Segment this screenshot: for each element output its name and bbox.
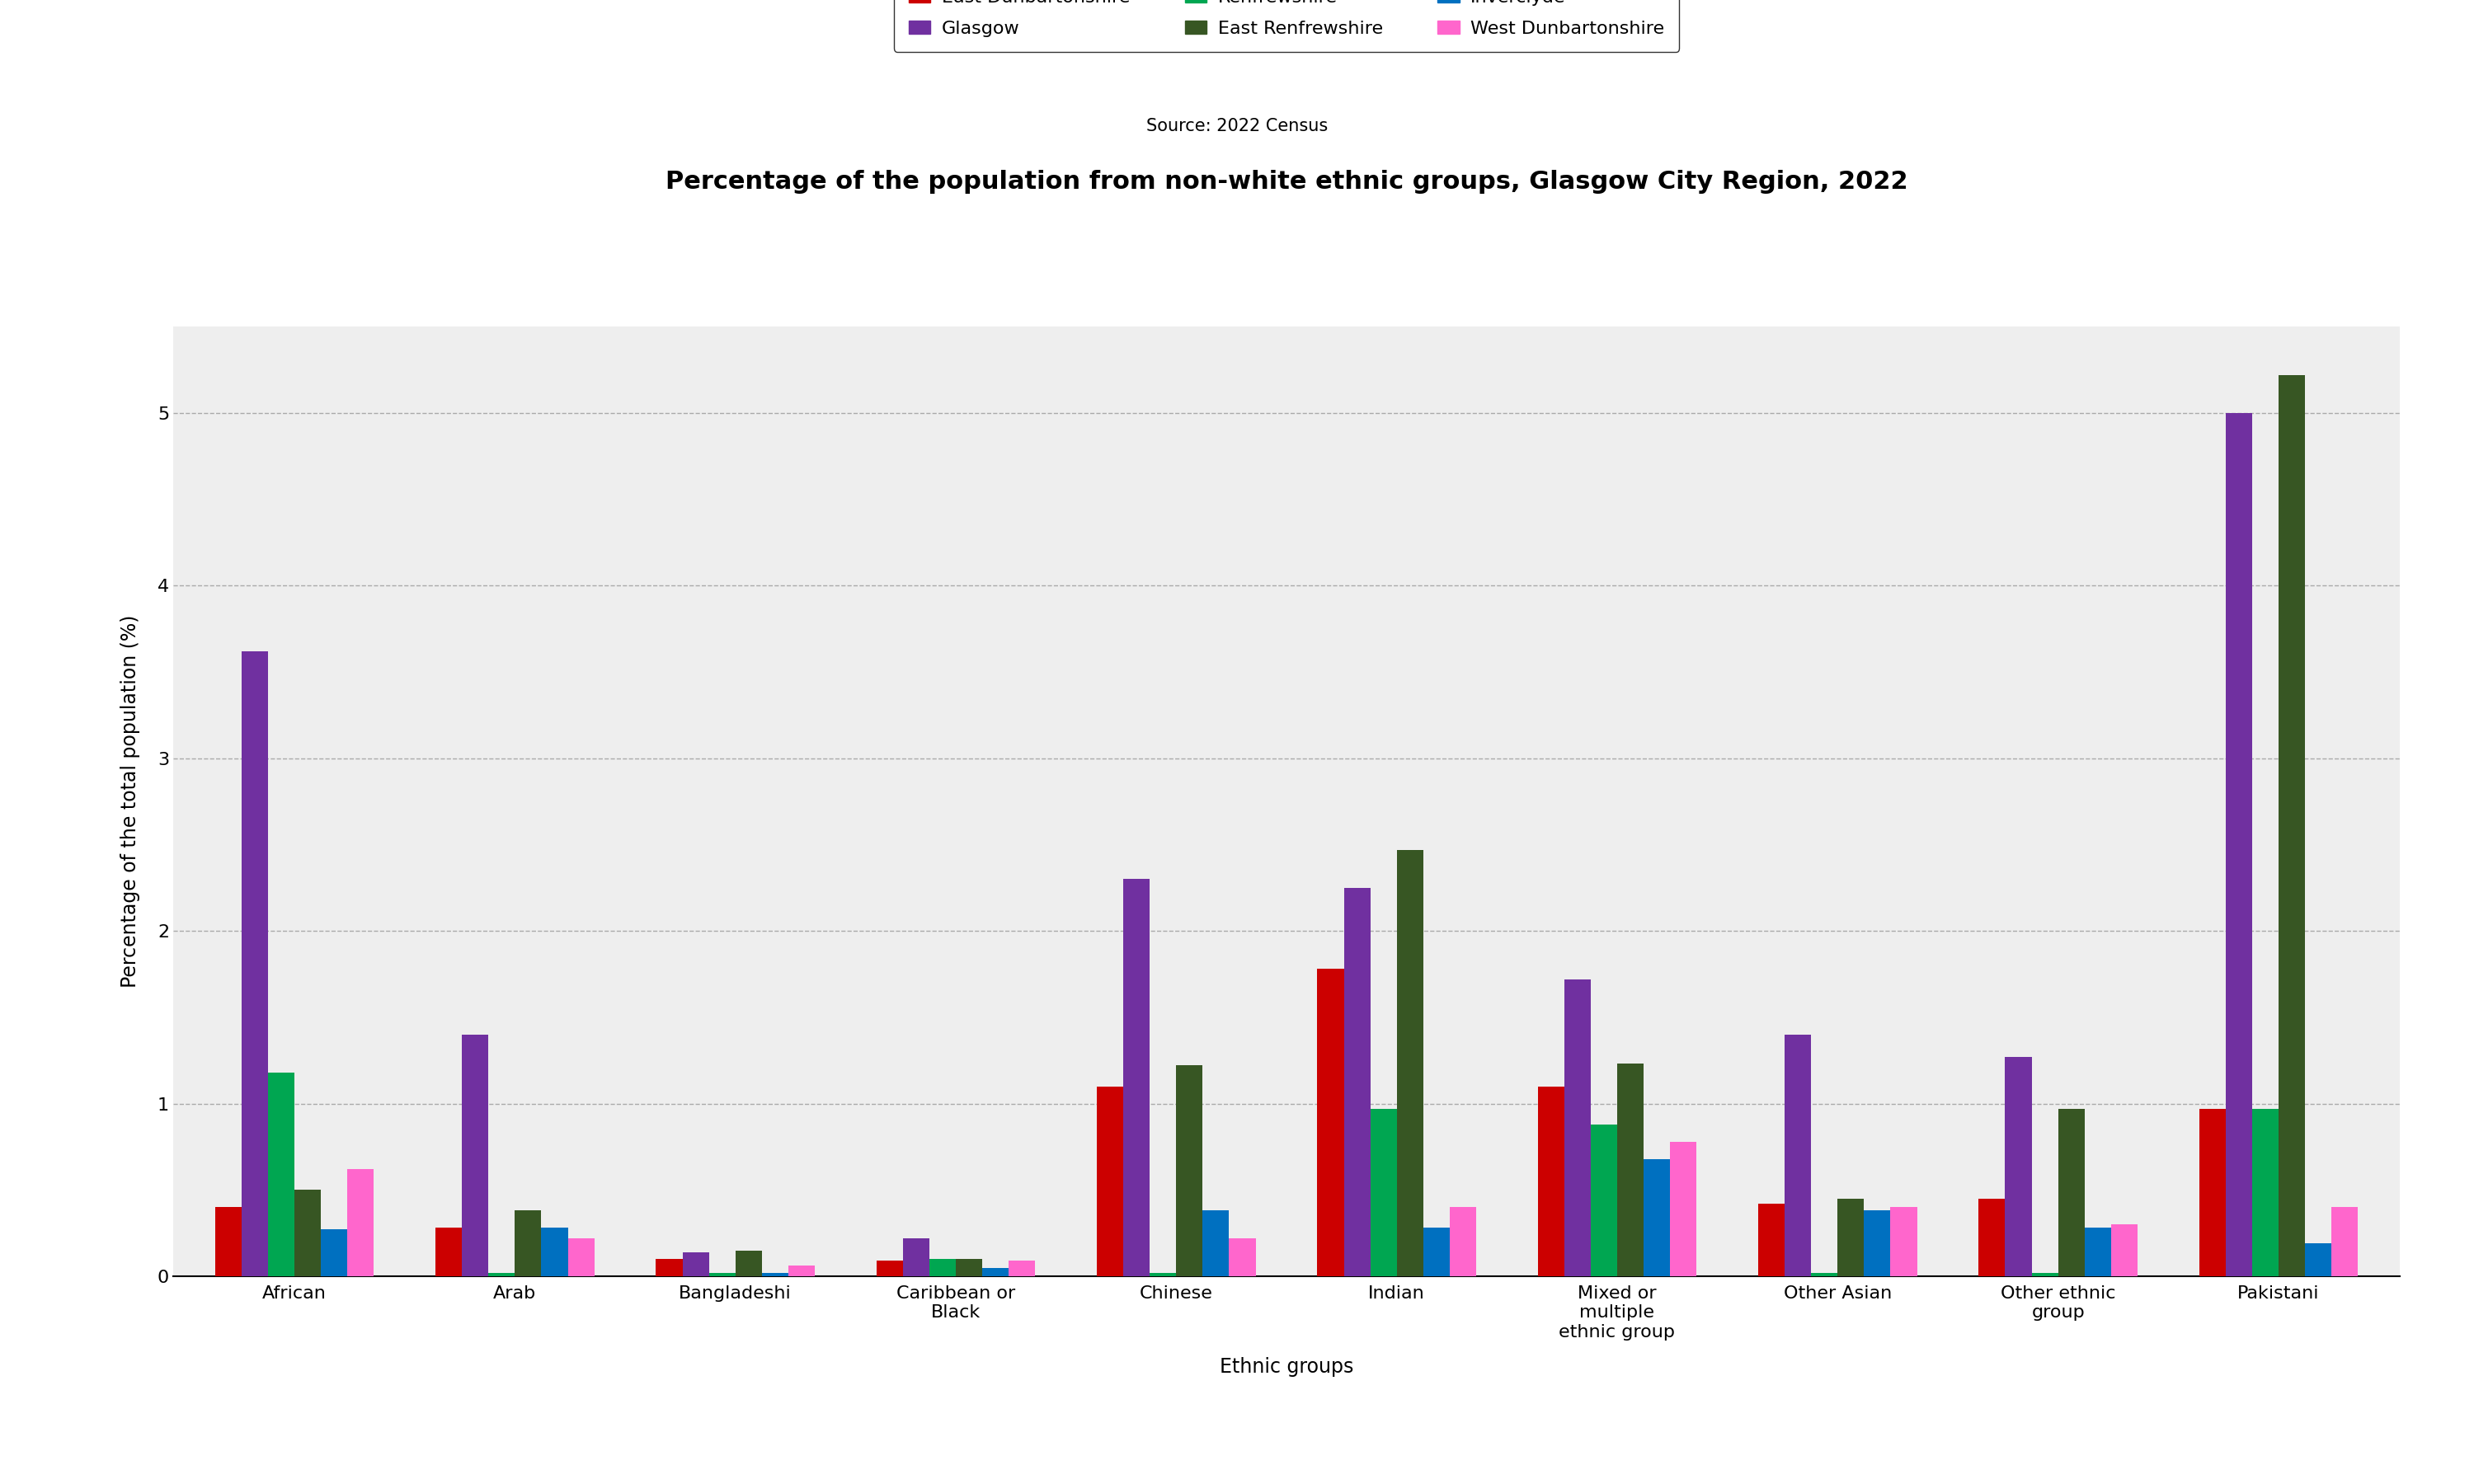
Bar <box>1371 1109 1398 1276</box>
Bar <box>435 1227 463 1276</box>
Title: Percentage of the population from non-white ethnic groups, Glasgow City Region, : Percentage of the population from non-wh… <box>666 171 1907 194</box>
Bar <box>1618 1064 1643 1276</box>
Bar <box>2086 1227 2110 1276</box>
Bar <box>1591 1125 1618 1276</box>
Bar <box>2110 1224 2138 1276</box>
Bar <box>982 1267 1009 1276</box>
Bar <box>2031 1273 2058 1276</box>
Bar <box>735 1251 762 1276</box>
Bar <box>267 1073 294 1276</box>
Bar <box>322 1230 346 1276</box>
Y-axis label: Percentage of the total population (%): Percentage of the total population (%) <box>121 614 141 988</box>
Bar <box>2004 1057 2031 1276</box>
Bar <box>1316 969 1343 1276</box>
Bar <box>2279 375 2306 1276</box>
Bar <box>1202 1211 1230 1276</box>
Bar <box>1450 1206 1477 1276</box>
Bar <box>1343 887 1371 1276</box>
Bar <box>1979 1199 2004 1276</box>
Bar <box>2306 1244 2331 1276</box>
Bar <box>542 1227 569 1276</box>
Bar <box>1398 850 1423 1276</box>
Bar <box>1564 979 1591 1276</box>
Bar <box>1096 1086 1123 1276</box>
Bar <box>1759 1204 1784 1276</box>
Bar <box>569 1238 594 1276</box>
Bar <box>215 1206 242 1276</box>
Bar <box>903 1238 930 1276</box>
Bar <box>2058 1109 2086 1276</box>
Bar <box>1175 1066 1202 1276</box>
Bar <box>1150 1273 1175 1276</box>
Bar <box>683 1252 710 1276</box>
Bar <box>463 1034 487 1276</box>
Bar <box>1890 1206 1917 1276</box>
Bar <box>2227 413 2251 1276</box>
Bar <box>876 1261 903 1276</box>
Bar <box>710 1273 735 1276</box>
Bar <box>1539 1086 1564 1276</box>
Bar <box>1670 1141 1697 1276</box>
Bar <box>1784 1034 1811 1276</box>
Bar <box>1811 1273 1838 1276</box>
Bar <box>2199 1109 2227 1276</box>
Bar <box>955 1258 982 1276</box>
Bar <box>487 1273 515 1276</box>
Bar <box>1230 1238 1257 1276</box>
X-axis label: Ethnic groups: Ethnic groups <box>1220 1358 1353 1377</box>
Bar <box>1863 1211 1890 1276</box>
Bar <box>1423 1227 1450 1276</box>
Bar <box>515 1211 542 1276</box>
Bar <box>1838 1199 1863 1276</box>
Bar <box>1123 879 1150 1276</box>
Bar <box>930 1258 955 1276</box>
Bar <box>762 1273 789 1276</box>
Bar <box>2331 1206 2358 1276</box>
Bar <box>2251 1109 2279 1276</box>
Bar <box>656 1258 683 1276</box>
Bar <box>1009 1261 1034 1276</box>
Bar <box>242 651 267 1276</box>
Bar <box>789 1266 814 1276</box>
Text: Source: 2022 Census: Source: 2022 Census <box>1145 117 1329 135</box>
Legend: East Dunbartonshire, Glasgow, Renfrewshire, East Renfrewshire, Inverclyde, West : East Dunbartonshire, Glasgow, Renfrewshi… <box>893 0 1680 52</box>
Bar <box>346 1169 374 1276</box>
Bar <box>1643 1159 1670 1276</box>
Bar <box>294 1190 322 1276</box>
